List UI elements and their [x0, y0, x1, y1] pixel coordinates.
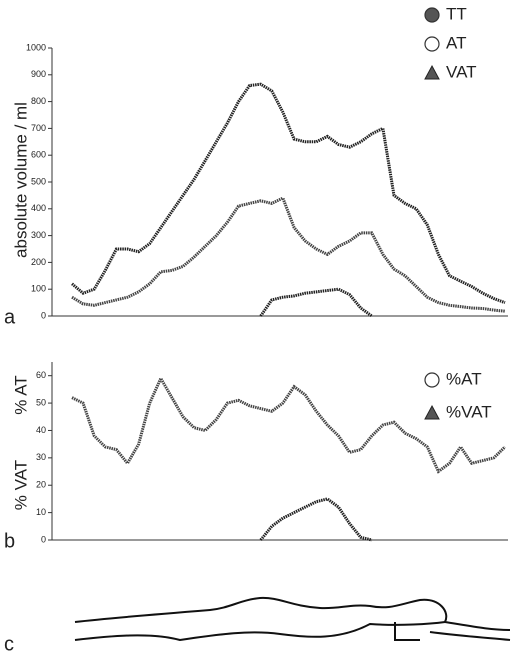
legend-label: TT: [446, 4, 467, 23]
y-tick-label: 700: [31, 123, 46, 133]
y-tick-label: 50: [36, 397, 46, 407]
y-tick-label: 1000: [26, 42, 46, 52]
series-line: [259, 497, 373, 542]
y-tick-label: 300: [31, 230, 46, 240]
series-line: [259, 287, 373, 318]
y-tick-label: 600: [31, 150, 46, 160]
y-tick-label: 0: [41, 534, 46, 544]
legend-label: VAT: [446, 62, 477, 81]
legend-marker: [424, 372, 440, 388]
y-tick-label: 900: [31, 69, 46, 79]
body-silhouette: [74, 596, 511, 642]
legend-label: %VAT: [446, 402, 492, 421]
panel-label: c: [4, 633, 14, 655]
panel-label: a: [4, 306, 16, 328]
legend-marker: [424, 64, 440, 80]
y-axis-label: absolute volume / ml: [11, 102, 30, 258]
y-axis-label: % AT: [11, 375, 30, 414]
y-tick-label: 0: [41, 310, 46, 320]
y-tick-label: 800: [31, 96, 46, 106]
legend-label: %AT: [446, 369, 482, 388]
y-tick-label: 500: [31, 176, 46, 186]
series-line: [71, 82, 506, 305]
y-tick-label: 10: [36, 507, 46, 517]
series-line: [71, 375, 507, 474]
y-tick-label: 60: [36, 370, 46, 380]
y-tick-label: 30: [36, 452, 46, 462]
y-tick-label: 100: [31, 284, 46, 294]
legend-marker: [424, 36, 440, 52]
legend-marker: [424, 404, 440, 420]
y-tick-label: 40: [36, 425, 46, 435]
y-tick-label: 20: [36, 480, 46, 490]
legend-label: AT: [446, 33, 466, 52]
y-tick-label: 200: [31, 257, 46, 267]
panel-label: b: [4, 530, 15, 552]
y-axis-label: % VAT: [11, 460, 30, 510]
y-tick-label: 400: [31, 203, 46, 213]
legend-marker: [424, 7, 440, 23]
